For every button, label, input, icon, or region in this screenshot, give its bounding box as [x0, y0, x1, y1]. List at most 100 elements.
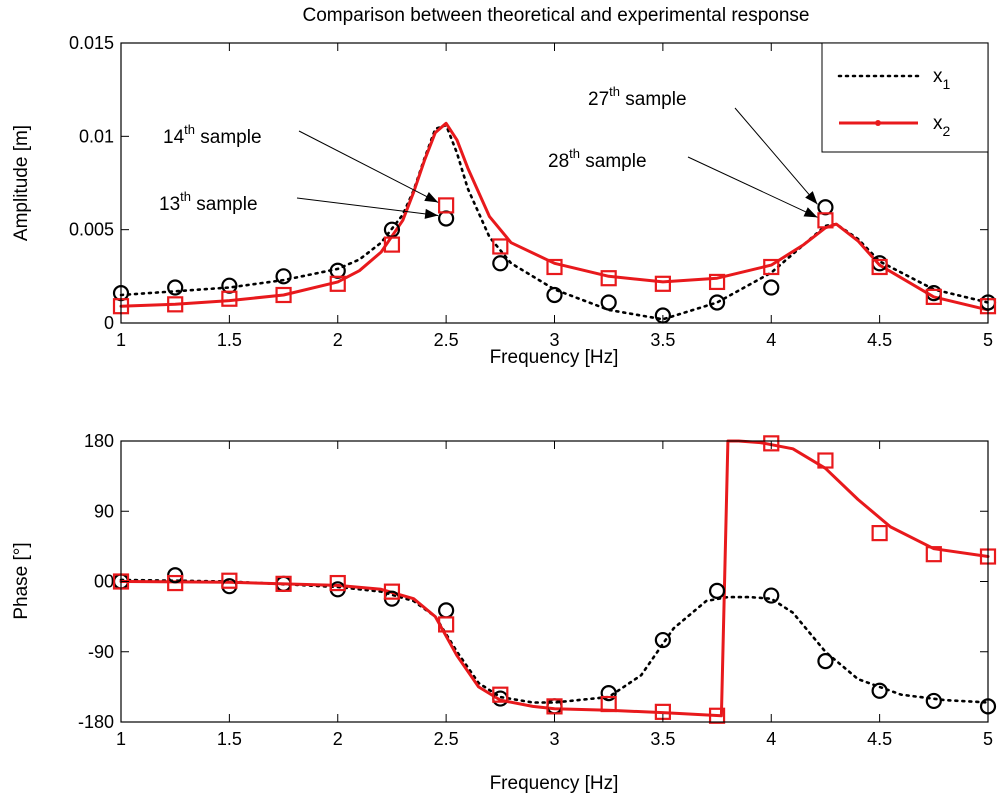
phase-x2-samples-point	[492, 686, 509, 703]
phase-x-tick-label: 1	[116, 729, 126, 749]
amplitude-x-tick-label: 2.5	[434, 330, 459, 350]
amplitude-x-tick-label: 1.5	[217, 330, 242, 350]
phase-x2-samples-point	[546, 698, 563, 715]
amplitude-x-tick-label: 3.5	[650, 330, 675, 350]
amplitude-x2-samples-point	[871, 258, 888, 276]
phase-x2-samples-point	[167, 574, 184, 592]
phase-x1-samples-point	[654, 631, 671, 649]
phase-axis-ticks: 1 1.5 2 2.5 3 3.5 4 4.5 5 -180 -90 00 90 180	[78, 431, 993, 749]
legend-x2-label: x2	[933, 113, 951, 139]
phase-x-tick-label: 5	[983, 729, 993, 749]
phase-y-axis-label: Phase [°]	[11, 542, 32, 619]
amplitude-y-tick-label: 0	[104, 313, 114, 333]
amplitude-x1-line	[119, 123, 990, 321]
legend-x2-marker	[875, 120, 881, 126]
amplitude-x2-samples-point	[275, 286, 292, 304]
amplitude-annotations: 14th sample 13th sample 27th sample 28th sa…	[159, 84, 818, 219]
amplitude-x2-samples-point	[817, 212, 834, 229]
amplitude-x2-samples-point	[546, 258, 563, 276]
phase-x2-samples-point	[817, 452, 834, 469]
amplitude-x2-samples-point	[438, 197, 455, 214]
amplitude-x2-samples-point	[383, 236, 401, 253]
amplitude-x1-samples-point	[275, 268, 292, 285]
amplitude-x1-samples-point	[708, 294, 726, 311]
annotation-arrow-line	[734, 107, 818, 205]
amplitude-x2-line	[119, 121, 990, 312]
phase-x-tick-label: 3	[549, 729, 559, 749]
annotation-arrowhead	[424, 192, 439, 203]
amplitude-x2-samples-point	[600, 270, 617, 287]
phase-x1-samples-point	[925, 692, 942, 710]
phase-x2-samples-point	[383, 583, 401, 600]
annotation-label: 27th sample	[588, 84, 687, 110]
amplitude-x2-samples-point	[492, 238, 509, 255]
phase-x1-samples-point	[763, 587, 780, 604]
phase-plot: 1 1.5 2 2.5 3 3.5 4 4.5 5 -180 -90 00 90 180 Frequenc…	[11, 431, 997, 794]
amplitude-x2-samples-point	[708, 273, 726, 291]
annotation-arrowhead	[805, 191, 818, 205]
annotation-label: 14th sample	[163, 122, 262, 148]
phase-x-tick-label: 2	[333, 729, 343, 749]
phase-x1-samples-point	[817, 653, 834, 670]
legend-box	[821, 42, 989, 153]
phase-x2-samples-point	[438, 616, 455, 633]
phase-x-tick-label: 4.5	[867, 729, 892, 749]
annotation-arrow-line	[296, 197, 439, 216]
phase-plot-area	[121, 441, 988, 722]
amplitude-x1-samples-point	[600, 294, 617, 311]
annotation-label: 13th sample	[159, 189, 258, 215]
amplitude-x-tick-label: 4	[766, 330, 776, 350]
phase-x-tick-label: 1.5	[217, 729, 242, 749]
phase-x-tick-label: 2.5	[434, 729, 459, 749]
phase-x-axis-label: Frequency [Hz]	[490, 773, 619, 794]
phase-x1-samples-point	[600, 685, 617, 702]
amplitude-x2-samples-point	[925, 288, 942, 305]
amplitude-x-tick-label: 5	[983, 330, 993, 350]
amplitude-x2-samples-point	[654, 275, 671, 292]
annotation-arrow-line	[298, 130, 439, 203]
phase-x2-samples-point	[763, 435, 780, 452]
amplitude-x-axis-label: Frequency [Hz]	[490, 347, 619, 368]
amplitude-x2-samples-point	[221, 290, 238, 307]
amplitude-x1-samples-point	[167, 279, 184, 296]
amplitude-x-tick-label: 3	[549, 330, 559, 350]
amplitude-y-tick-label: 0.015	[69, 33, 114, 53]
amplitude-y-tick-label: 0.005	[69, 220, 114, 240]
annotation-arrow-line	[687, 156, 818, 218]
phase-x2-samples-point	[275, 575, 292, 592]
amplitude-x2-samples-point	[167, 296, 184, 313]
phase-y-tick-label: -180	[78, 712, 114, 732]
amplitude-x-tick-label: 2	[333, 330, 343, 350]
phase-x2-samples-point	[925, 546, 942, 563]
annotation-arrowhead	[424, 208, 439, 219]
amplitude-x1-samples-point	[546, 286, 563, 304]
legend-x1-label: x1	[933, 66, 951, 92]
amplitude-y-axis-label: Amplitude [m]	[11, 125, 32, 241]
phase-x2-samples-point	[600, 695, 617, 713]
phase-x2-samples-point	[329, 574, 346, 592]
amplitude-x2-samples-point	[329, 275, 346, 292]
phase-y-tick-label: 00	[94, 572, 114, 592]
phase-x2-samples-point	[871, 525, 888, 542]
annotation-arrowhead	[803, 207, 818, 218]
phase-x1-samples-point	[871, 682, 888, 699]
chart-title: Comparison between theoretical and exper…	[303, 5, 810, 26]
amplitude-plot-frame	[120, 42, 989, 324]
amplitude-x1-samples-point	[492, 255, 509, 272]
amplitude-axis-ticks: 1 1.5 2 2.5 3 3.5 4 4.5 5 0 0.005 0.01 0.015	[69, 33, 993, 350]
amplitude-x-tick-label: 1	[116, 330, 126, 350]
legend: x1 x2	[821, 42, 989, 153]
phase-y-tick-label: 180	[84, 431, 114, 451]
phase-x2-samples-point	[221, 572, 238, 589]
phase-y-tick-label: 90	[94, 501, 114, 521]
phase-x-tick-label: 4	[766, 729, 776, 749]
phase-x1-samples-point	[708, 582, 726, 599]
amplitude-x2-samples-point	[763, 258, 780, 276]
amplitude-x-tick-label: 4.5	[867, 330, 892, 350]
phase-plot-frame	[120, 440, 989, 723]
amplitude-x1-samples-point	[763, 279, 780, 296]
amplitude-y-tick-label: 0.01	[79, 126, 114, 146]
phase-x-tick-label: 3.5	[650, 729, 675, 749]
phase-x1-line	[119, 578, 990, 704]
